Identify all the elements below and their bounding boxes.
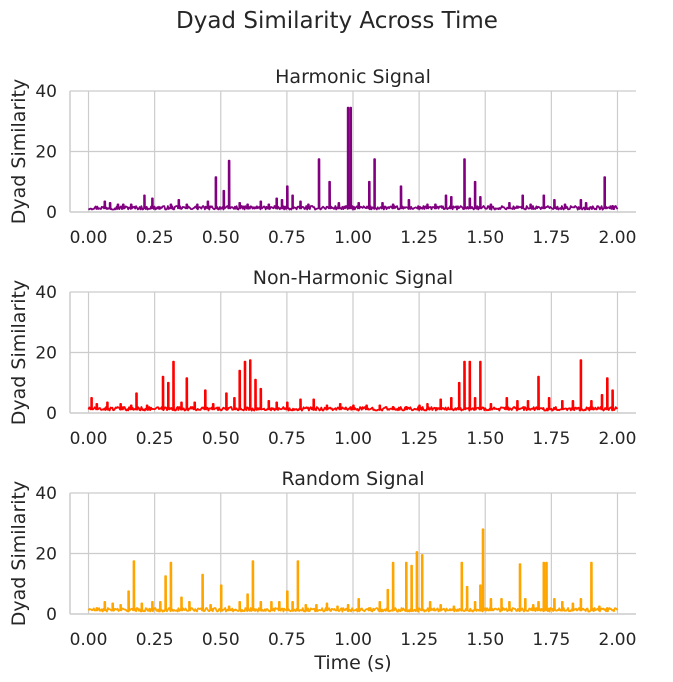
figure-title: Dyad Similarity Across Time [176,8,498,34]
x-tick-label: 1.75 [532,429,570,449]
x-tick-label: 1.00 [334,630,372,650]
subplots: Harmonic Signal Dyad Similarity 0.00 0.25 0.… [8,66,636,674]
x-tick-label: 1.25 [400,429,438,449]
subplot-title: Random Signal [281,468,424,490]
x-tick-label: 2.00 [599,228,637,248]
x-tick-label: 0.50 [202,630,240,650]
x-tick-label: 0.25 [136,429,174,449]
x-tick-label: 0.75 [268,630,306,650]
x-tick-label: 1.50 [466,429,504,449]
x-tick-label: 0.50 [202,429,240,449]
x-tick-label: 0.00 [70,630,108,650]
subplot-2: Non-Harmonic Signal Dyad Similarity 0.00 0.… [8,267,636,449]
x-tick-label: 1.25 [400,630,438,650]
y-tick-label: 20 [35,344,57,364]
y-tick-label: 20 [35,545,57,565]
x-tick-label: 1.25 [400,228,438,248]
series-line [87,106,619,211]
x-tick-label: 2.00 [599,630,637,650]
x-tick-label: 0.25 [136,630,174,650]
x-tick-label: 1.75 [532,228,570,248]
subplot-title: Non-Harmonic Signal [253,267,453,289]
subplot-title: Harmonic Signal [275,66,431,88]
x-tick-label: 1.50 [466,228,504,248]
y-tick-label: 20 [35,143,57,163]
x-axis-label: Time (s) [313,652,391,674]
x-tick-label: 0.00 [70,429,108,449]
y-tick-label: 0 [46,605,57,625]
y-tick-label: 40 [35,283,57,303]
y-axis-label: Dyad Similarity [8,280,30,425]
series-line [87,528,619,613]
y-tick-label: 40 [35,484,57,504]
y-tick-label: 0 [46,404,57,424]
x-tick-label: 0.75 [268,228,306,248]
x-tick-label: 0.25 [136,228,174,248]
y-axis-label: Dyad Similarity [8,481,30,626]
subplot-3: Random Signal Dyad Similarity 0.00 0.25 0.50… [8,468,636,674]
x-tick-label: 0.50 [202,228,240,248]
x-tick-label: 0.00 [70,228,108,248]
y-tick-label: 0 [46,203,57,223]
x-tick-label: 1.00 [334,228,372,248]
x-tick-label: 2.00 [599,429,637,449]
x-tick-label: 1.50 [466,630,504,650]
series-line [87,359,618,412]
x-tick-label: 0.75 [268,429,306,449]
y-tick-label: 40 [35,82,57,102]
x-tick-label: 1.75 [532,630,570,650]
y-axis-label: Dyad Similarity [8,79,30,224]
x-tick-label: 1.00 [334,429,372,449]
subplot-1: Harmonic Signal Dyad Similarity 0.00 0.25 0.… [8,66,636,248]
